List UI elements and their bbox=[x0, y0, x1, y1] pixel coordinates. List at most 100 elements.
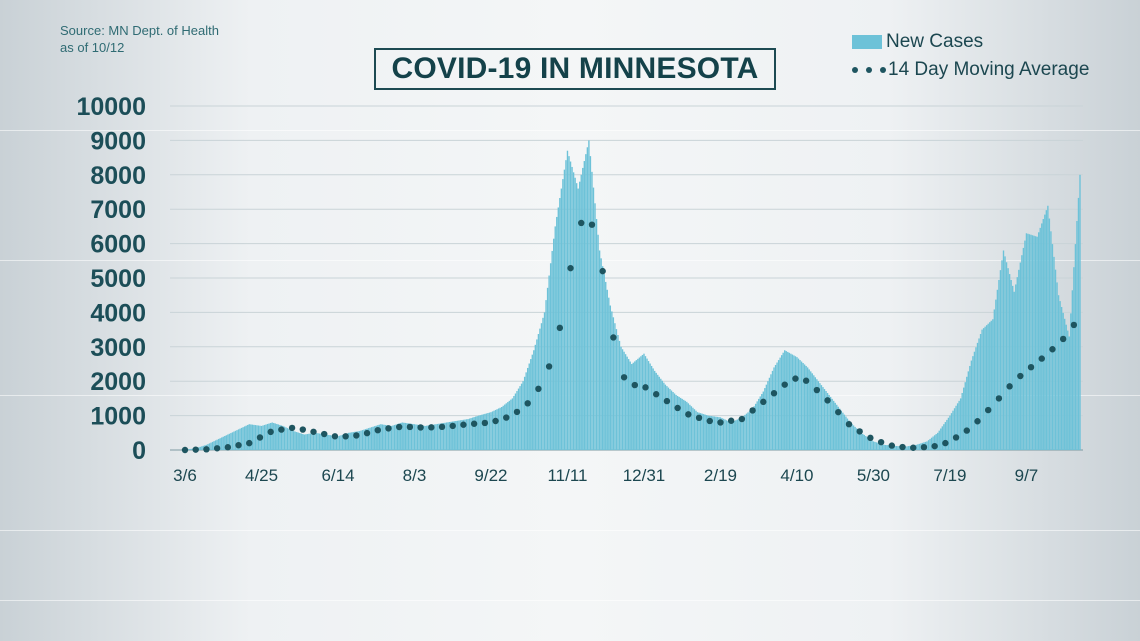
bar bbox=[859, 431, 861, 450]
bar bbox=[430, 424, 433, 450]
bar bbox=[992, 319, 994, 450]
bar bbox=[641, 354, 644, 450]
moving-average-point bbox=[867, 434, 874, 442]
bar bbox=[1042, 219, 1044, 450]
bar bbox=[370, 427, 373, 450]
bar bbox=[958, 400, 960, 450]
bar bbox=[868, 438, 870, 450]
moving-average-point bbox=[406, 423, 414, 431]
bar bbox=[946, 419, 948, 450]
bar bbox=[793, 355, 795, 450]
bar bbox=[404, 422, 406, 450]
y-axis: 0 1000 2000 3000 4000 5000 6000 7000 8000 9000 100… bbox=[76, 93, 146, 465]
bar bbox=[214, 440, 217, 450]
bar bbox=[969, 365, 971, 450]
bar bbox=[803, 364, 806, 450]
moving-average-point bbox=[695, 414, 703, 422]
bar bbox=[464, 419, 466, 450]
moving-average-point bbox=[888, 442, 896, 449]
moving-average-point bbox=[770, 390, 778, 397]
bar bbox=[673, 393, 676, 450]
bar bbox=[1005, 262, 1008, 450]
bar bbox=[491, 411, 494, 450]
bar bbox=[344, 433, 347, 450]
x-tick-label: 8/3 bbox=[403, 466, 427, 485]
bar bbox=[1030, 234, 1032, 450]
moving-average-point bbox=[321, 430, 328, 438]
bar bbox=[236, 430, 238, 450]
bar bbox=[738, 418, 740, 450]
bar bbox=[865, 436, 867, 450]
bar bbox=[877, 442, 879, 450]
bar bbox=[485, 413, 488, 450]
bar bbox=[791, 354, 794, 450]
bar bbox=[348, 432, 350, 450]
bar bbox=[831, 398, 833, 450]
bar bbox=[820, 385, 823, 450]
x-tick-label: 5/30 bbox=[857, 466, 890, 485]
bar bbox=[311, 433, 313, 450]
moving-average-point bbox=[792, 375, 799, 382]
bar bbox=[684, 400, 686, 450]
moving-average-point bbox=[877, 438, 885, 446]
bar bbox=[747, 412, 749, 450]
bar bbox=[640, 356, 642, 450]
bar bbox=[883, 444, 885, 450]
moving-average-point bbox=[428, 424, 435, 431]
bar bbox=[894, 445, 896, 450]
bar bbox=[702, 414, 705, 450]
bar bbox=[416, 424, 419, 450]
bar bbox=[785, 351, 787, 450]
x-tick-label: 7/19 bbox=[933, 466, 966, 485]
bar bbox=[1048, 218, 1051, 450]
bar bbox=[361, 430, 364, 450]
bar bbox=[441, 423, 443, 450]
bar bbox=[389, 425, 391, 450]
bar bbox=[826, 392, 829, 450]
bar bbox=[816, 379, 818, 450]
bar bbox=[872, 441, 875, 450]
bar bbox=[234, 430, 237, 450]
bar bbox=[840, 410, 843, 450]
bar bbox=[985, 325, 988, 450]
bar bbox=[698, 412, 700, 450]
bar bbox=[825, 391, 827, 450]
bar bbox=[678, 396, 680, 450]
bar bbox=[695, 410, 697, 450]
bar bbox=[243, 426, 246, 450]
bar bbox=[239, 428, 241, 450]
bar bbox=[553, 238, 555, 450]
bar bbox=[635, 360, 638, 450]
bar bbox=[657, 374, 659, 450]
bar bbox=[450, 421, 452, 450]
bars bbox=[184, 140, 1081, 451]
bar bbox=[527, 367, 529, 450]
bar bbox=[805, 365, 807, 450]
bar bbox=[1057, 295, 1060, 450]
bar bbox=[823, 389, 826, 450]
bar bbox=[487, 413, 489, 450]
bar bbox=[237, 429, 240, 450]
bar bbox=[1065, 324, 1067, 450]
moving-average-point bbox=[342, 433, 349, 440]
bar bbox=[794, 356, 797, 450]
bar bbox=[566, 150, 569, 450]
bar bbox=[407, 423, 410, 450]
bar bbox=[605, 281, 607, 450]
bar-swatch-icon bbox=[852, 35, 882, 49]
bar bbox=[643, 353, 645, 450]
bar bbox=[412, 423, 414, 450]
moving-average-point bbox=[524, 400, 531, 407]
moving-average-point bbox=[899, 443, 906, 451]
bar bbox=[716, 416, 719, 450]
moving-average-point bbox=[460, 421, 467, 428]
bar bbox=[1039, 227, 1041, 450]
moving-average-point bbox=[192, 446, 199, 453]
bar bbox=[982, 328, 985, 450]
bar bbox=[331, 435, 333, 450]
bar bbox=[250, 424, 252, 450]
bar bbox=[998, 279, 1000, 450]
bar bbox=[758, 398, 760, 450]
bar bbox=[1062, 312, 1064, 450]
bar bbox=[337, 436, 339, 450]
